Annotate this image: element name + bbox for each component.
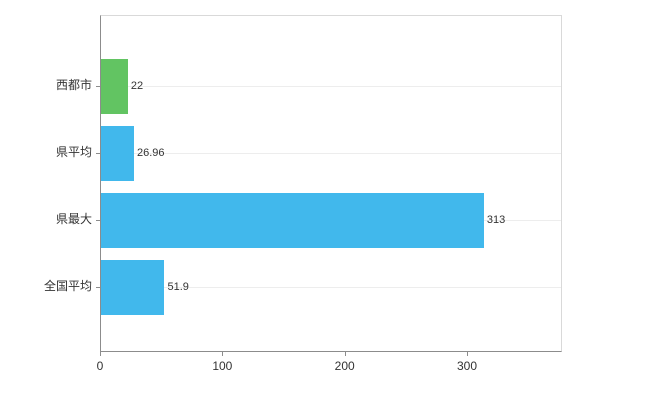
category-gridline — [101, 86, 561, 87]
bar-2[interactable] — [101, 125, 134, 181]
x-axis-tick — [467, 351, 469, 356]
category-label: 県平均 — [55, 145, 92, 159]
category-label: 県最大 — [55, 212, 92, 226]
bar-1[interactable] — [101, 58, 128, 114]
category-label: 全国平均 — [43, 279, 92, 293]
x-tick-label: 100 — [212, 359, 233, 373]
x-axis-tick — [344, 351, 346, 356]
bar-3[interactable] — [101, 192, 484, 248]
category-label: 西都市 — [55, 78, 92, 92]
x-axis-tick — [222, 351, 224, 356]
value-label: 51.9 — [167, 281, 189, 293]
value-label: 313 — [486, 214, 506, 226]
x-tick-label: 300 — [457, 359, 478, 373]
category-gridline — [101, 287, 561, 288]
y-axis-tick — [96, 153, 101, 154]
bar-4[interactable] — [101, 259, 165, 315]
value-label: 26.96 — [136, 147, 165, 159]
x-tick-label: 200 — [334, 359, 355, 373]
category-gridline — [101, 153, 561, 154]
x-axis-tick — [100, 351, 101, 356]
value-label: 22 — [130, 80, 144, 92]
y-axis-tick — [96, 86, 101, 87]
y-axis-tick — [96, 220, 101, 221]
x-tick-label: 0 — [96, 359, 104, 373]
y-axis-tick — [96, 287, 101, 288]
plot-area: 22 26.96 313 51.9 — [96, 15, 562, 352]
